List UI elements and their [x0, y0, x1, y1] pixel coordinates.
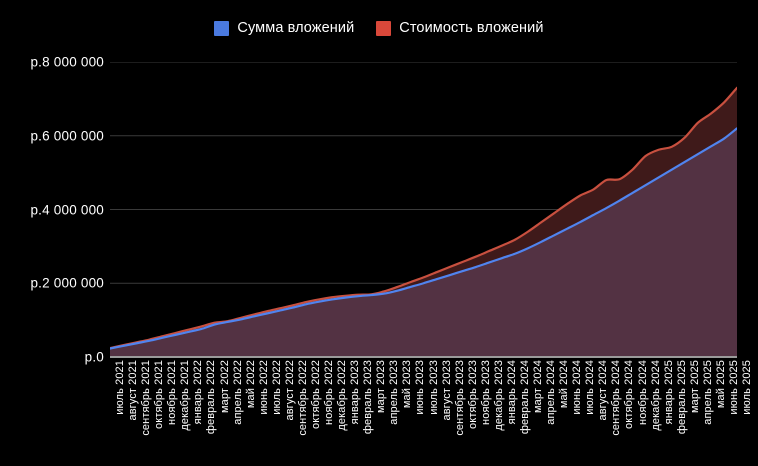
x-tick-label: апрель 2024 — [545, 360, 558, 425]
x-tick-label: октябрь 2024 — [623, 360, 636, 429]
plot-svg — [110, 62, 737, 357]
plot-area — [110, 62, 737, 357]
x-tick-label: август 2023 — [440, 360, 453, 421]
x-tick-label: июль 2025 — [741, 360, 753, 415]
legend-label: Стоимость вложений — [399, 20, 544, 36]
x-tick-label: июль 2023 — [427, 360, 440, 415]
x-axis-baseline — [110, 356, 737, 358]
x-tick-label: август 2024 — [597, 360, 610, 421]
y-tick-label: p.0 — [84, 349, 104, 365]
x-tick-label: июнь 2025 — [727, 360, 740, 415]
line-invested — [110, 128, 737, 348]
x-tick-label: февраль 2022 — [205, 360, 218, 435]
x-tick-label: март 2024 — [532, 360, 544, 414]
chart-legend: Сумма вложений Стоимость вложений — [0, 17, 758, 39]
x-tick-label: январь 2023 — [349, 360, 362, 425]
x-tick-label: март 2022 — [218, 360, 231, 414]
x-tick-label: июль 2024 — [584, 360, 597, 415]
x-tick-label: октябрь 2023 — [466, 360, 479, 429]
x-axis: июль 2021 август 2021 сентябрь 2021 октябрь… — [110, 360, 753, 466]
x-tick-label: август 2022 — [283, 360, 296, 421]
y-tick-label: p.4 000 000 — [30, 202, 104, 217]
x-tick-label: сентябрь 2022 — [296, 360, 309, 436]
x-tick-label: май 2024 — [558, 360, 571, 409]
x-tick-label: март 2023 — [375, 360, 388, 414]
x-tick-label: февраль 2024 — [518, 360, 531, 435]
x-tick-label: июнь 2024 — [571, 360, 584, 415]
legend-swatch-icon — [214, 20, 230, 36]
x-tick-label: февраль 2023 — [362, 360, 375, 435]
x-tick-label: апрель 2022 — [231, 360, 244, 425]
x-tick-label: январь 2024 — [505, 360, 518, 425]
x-tick-label: август 2021 — [127, 360, 140, 421]
x-tick-label: сентябрь 2021 — [140, 360, 153, 436]
y-tick-label: p.2 000 000 — [30, 275, 104, 291]
x-tick-label: май 2025 — [714, 360, 727, 409]
area-fill-invested — [110, 128, 737, 357]
x-tick-label: декабрь 2023 — [492, 360, 505, 431]
legend-entry-2[interactable]: Стоимость вложений — [376, 20, 543, 36]
x-tick-label: октябрь 2021 — [153, 360, 166, 429]
x-tick-label: сентябрь 2023 — [453, 360, 466, 436]
x-tick-label: январь 2022 — [192, 360, 205, 425]
x-tick-label: июнь 2022 — [257, 360, 270, 415]
x-tick-label: февраль 2025 — [675, 360, 688, 435]
x-tick-label: июнь 2023 — [414, 360, 427, 415]
x-tick-label: ноябрь 2023 — [479, 360, 492, 425]
x-tick-label: январь 2025 — [662, 360, 675, 425]
x-tick-label: июль 2021 — [114, 360, 126, 415]
x-tick-label: апрель 2023 — [388, 360, 401, 425]
x-tick-label: июль 2022 — [270, 360, 283, 415]
y-axis: p.0 p.2 000 000 p.4 000 000 p.6 000 000 p.8 … — [0, 0, 104, 466]
legend-swatch-icon — [376, 20, 392, 36]
x-tick-label: май 2023 — [401, 360, 414, 409]
x-tick-label: ноябрь 2021 — [166, 360, 179, 425]
x-tick-label: сентябрь 2024 — [610, 360, 623, 436]
y-tick-label: p.6 000 000 — [30, 128, 104, 144]
x-tick-label: апрель 2025 — [701, 360, 714, 425]
x-tick-label: октябрь 2022 — [309, 360, 322, 429]
x-tick-label: декабрь 2021 — [179, 360, 192, 431]
x-tick-label: декабрь 2022 — [336, 360, 349, 431]
x-tick-label: ноябрь 2022 — [323, 360, 335, 425]
x-tick-label: декабрь 2024 — [649, 360, 662, 431]
x-tick-label: май 2022 — [244, 360, 257, 409]
legend-label: Сумма вложений — [237, 20, 355, 36]
x-tick-label: март 2025 — [688, 360, 701, 414]
x-tick-label: ноябрь 2024 — [636, 360, 649, 425]
legend-entry-1[interactable]: Сумма вложений — [214, 20, 354, 36]
y-tick-label: p.8 000 000 — [30, 54, 104, 70]
line-value — [110, 88, 737, 348]
